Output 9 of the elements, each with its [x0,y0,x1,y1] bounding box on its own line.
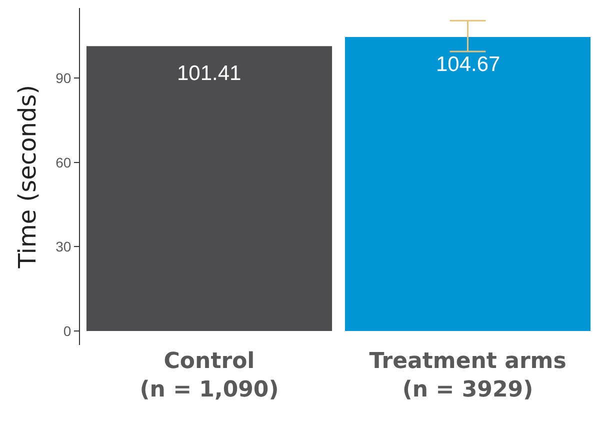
x-tick-label: Control (n = 1,090) [140,349,279,403]
data-label: 104.67 [436,53,500,76]
x-tick-label: Treatment arms (n = 3929) [369,349,566,403]
data-label: 101.41 [177,62,242,85]
y-tick-label: 30 [56,238,72,255]
y-tick-label: 60 [56,154,72,170]
y-axis-title: Time (seconds) [14,84,42,270]
y-tick-label: 90 [56,70,72,86]
y-tick-label: 0 [63,322,72,339]
